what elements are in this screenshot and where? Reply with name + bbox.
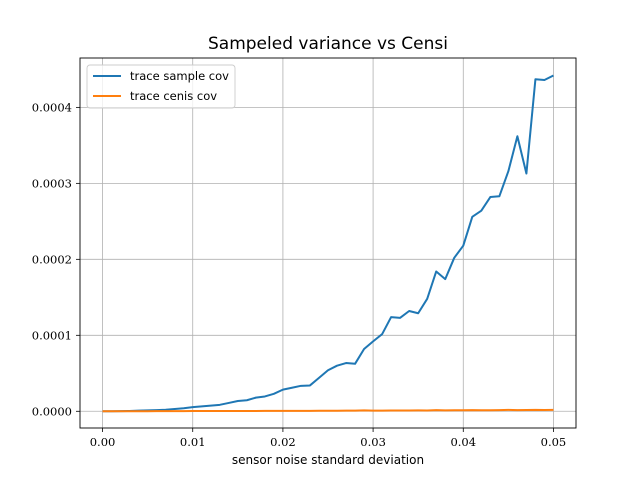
- legend-box: [86, 64, 236, 109]
- x-tick-label: 0.00: [90, 435, 116, 449]
- y-tick-label: 0.0002: [32, 252, 72, 266]
- legend-label-sample: trace sample cov: [130, 69, 229, 83]
- grid: [80, 58, 576, 428]
- y-tick-label: 0.0003: [32, 176, 72, 190]
- x-tick-label: 0.01: [180, 435, 206, 449]
- y-tick-label: 0.0004: [32, 100, 72, 114]
- x-axis-label: sensor noise standard deviation: [232, 453, 424, 467]
- plot-frame: [79, 57, 577, 429]
- plot-series: [102, 74, 554, 413]
- legend-label-censi: trace cenis cov: [130, 89, 217, 103]
- x-tick-label: 0.04: [450, 435, 476, 449]
- x-tick-label: 0.02: [270, 435, 296, 449]
- x-tick-label: 0.05: [541, 435, 567, 449]
- y-tick-label: 0.0000: [32, 404, 72, 418]
- axis-ticks: 0.00 0.01 0.02 0.03 0.04 0.05 0.0000 0.0001 0.00…: [32, 100, 567, 449]
- series-line-trace-cenis-cov: [102, 408, 554, 413]
- series-line-trace-sample-cov: [102, 74, 554, 413]
- x-tick-label: 0.03: [360, 435, 386, 449]
- chart-title: Sampeled variance vs Censi: [208, 34, 448, 54]
- y-tick-label: 0.0001: [32, 328, 72, 342]
- legend: trace sample cov trace cenis cov: [86, 64, 236, 109]
